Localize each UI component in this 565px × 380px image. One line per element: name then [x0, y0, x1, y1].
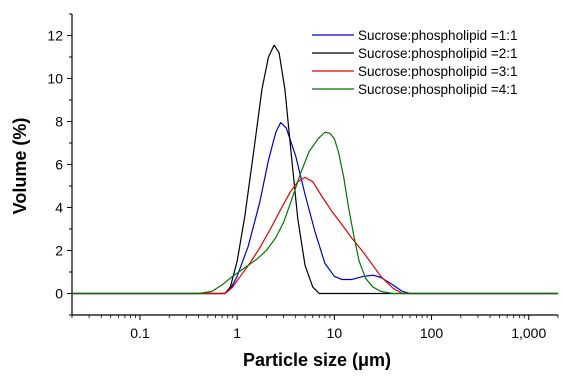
legend: Sucrose:phospholipid =1:1 Sucrose:phospho…	[312, 28, 518, 97]
legend-label-3: Sucrose:phospholipid =3:1	[358, 64, 518, 79]
x-tick-label: 0.1	[130, 325, 150, 341]
series-line-1	[72, 121, 558, 295]
series-lines	[72, 44, 558, 295]
series-line-2	[72, 44, 558, 295]
y-tick-label: 2	[55, 243, 63, 259]
series-line-4	[72, 131, 558, 295]
y-tick-label: 12	[47, 28, 63, 44]
y-tick-label: 0	[55, 286, 63, 302]
x-axis-label: Particle size (μm)	[243, 350, 391, 370]
x-tick-label: 1,000	[511, 325, 546, 341]
y-axis-label: Volume (%)	[10, 118, 30, 215]
axes: 0 2 4 6 8 10 12 0.1 1 10 100 1,000	[47, 13, 559, 341]
y-tick-label: 8	[55, 114, 63, 130]
legend-label-2: Sucrose:phospholipid =2:1	[358, 46, 518, 61]
y-tick-label: 10	[47, 71, 63, 87]
legend-label-1: Sucrose:phospholipid =1:1	[358, 28, 518, 43]
x-tick-label: 100	[420, 325, 444, 341]
series-line-3	[72, 176, 558, 295]
y-tick-label: 4	[55, 200, 63, 216]
x-tick-label: 10	[327, 325, 343, 341]
y-tick-label: 6	[55, 157, 63, 173]
legend-label-4: Sucrose:phospholipid =4:1	[358, 82, 518, 97]
x-tick-label: 1	[233, 325, 241, 341]
